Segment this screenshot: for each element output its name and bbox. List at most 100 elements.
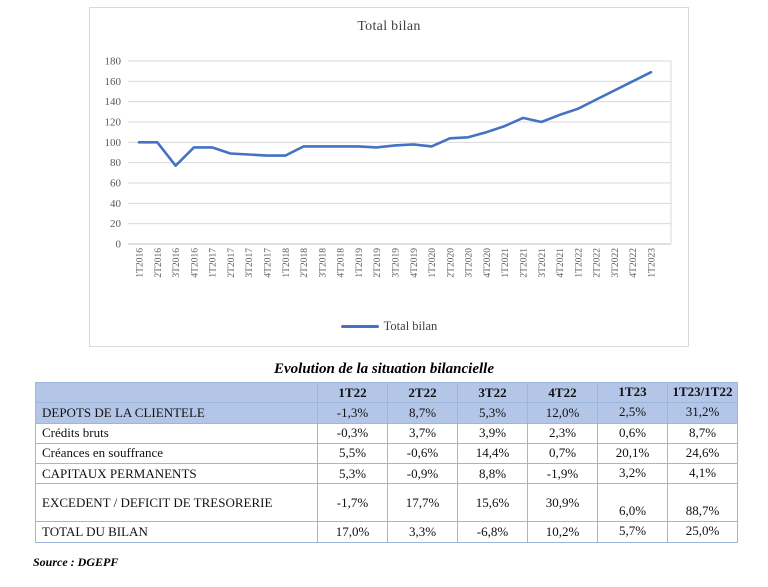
svg-text:1T2019: 1T2019 (355, 248, 365, 278)
row-value: 15,6% (457, 483, 528, 523)
row-value: 3,7% (387, 422, 458, 444)
row-value: 6,0% (597, 483, 668, 523)
svg-text:1T2021: 1T2021 (501, 248, 511, 278)
table-body: DEPOTS DE LA CLIENTELE -1,3% 8,7% 5,3% 12,0%… (35, 402, 738, 543)
svg-text:1T2018: 1T2018 (282, 248, 292, 278)
row-value: -6,8% (457, 521, 528, 543)
row-value: -1,3% (317, 402, 388, 424)
table-header: 1T22 2T22 3T22 4T22 1T23 1T23/1T22 (35, 381, 738, 404)
svg-text:2T2018: 2T2018 (300, 248, 310, 278)
row-value: 0,6% (597, 422, 668, 444)
svg-text:2T2016: 2T2016 (154, 248, 164, 278)
chart-title: Total bilan (357, 19, 421, 34)
header-cell-empty (35, 381, 318, 404)
row-value: 14,4% (457, 442, 528, 465)
header-cell: 1T23 (597, 381, 668, 404)
row-value: 2,3% (527, 422, 598, 444)
svg-text:2T2017: 2T2017 (227, 248, 237, 278)
row-value: 3,2% (597, 462, 668, 485)
chart-legend: Total bilan (90, 318, 688, 334)
source-note: Source : DGEPF (33, 555, 119, 569)
row-value: 12,0% (527, 402, 598, 424)
svg-text:4T2022: 4T2022 (629, 248, 639, 278)
row-value: 88,7% (667, 483, 738, 523)
header-cell: 3T22 (457, 381, 528, 404)
row-value: 5,3% (457, 402, 528, 424)
row-value: 3,3% (387, 521, 458, 543)
table-row: DEPOTS DE LA CLIENTELE -1,3% 8,7% 5,3% 12,0%… (35, 402, 738, 424)
row-value: 8,8% (457, 462, 528, 485)
svg-text:2T2021: 2T2021 (520, 248, 530, 278)
svg-text:60: 60 (110, 178, 122, 190)
header-cell: 4T22 (527, 381, 598, 404)
svg-text:160: 160 (105, 76, 122, 88)
row-value: 5,7% (597, 521, 668, 543)
row-value: 30,9% (527, 483, 598, 523)
svg-text:1T2016: 1T2016 (136, 248, 146, 278)
table-row: TOTAL DU BILAN 17,0% 3,3% -6,8% 10,2% 5,7% 25,… (35, 521, 738, 543)
row-value: 0,7% (527, 442, 598, 465)
legend-label: Total bilan (383, 318, 438, 333)
header-cell: 1T23/1T22 (667, 381, 738, 404)
row-label: Créances en souffrance (35, 442, 318, 465)
row-value: -1,7% (317, 483, 388, 523)
svg-text:3T2022: 3T2022 (611, 248, 621, 278)
row-value: 8,7% (387, 402, 458, 424)
svg-text:140: 140 (105, 96, 122, 108)
svg-text:20: 20 (110, 218, 122, 230)
balance-evolution-table: 1T22 2T22 3T22 4T22 1T23 1T23/1T22 DEPOTS DE … (35, 381, 738, 543)
svg-text:1T2020: 1T2020 (428, 248, 438, 278)
header-cell: 1T22 (317, 381, 388, 404)
row-value: -0,9% (387, 462, 458, 485)
svg-text:4T2020: 4T2020 (483, 248, 493, 278)
row-value: 4,1% (667, 462, 738, 485)
svg-text:2T2020: 2T2020 (446, 248, 456, 278)
row-value: 3,9% (457, 422, 528, 444)
svg-text:180: 180 (105, 56, 122, 68)
svg-text:2T2022: 2T2022 (593, 248, 603, 278)
table-row: EXCEDENT / DEFICIT DE TRESORERIE -1,7% 17,… (35, 483, 738, 523)
row-value: -1,9% (527, 462, 598, 485)
table-row: Crédits bruts -0,3% 3,7% 3,9% 2,3% 0,6% 8,7% (35, 422, 738, 444)
row-value: 10,2% (527, 521, 598, 543)
row-label: CAPITAUX PERMANENTS (35, 462, 318, 485)
row-label: TOTAL DU BILAN (35, 521, 318, 543)
svg-text:3T2017: 3T2017 (245, 248, 255, 278)
row-value: 25,0% (667, 521, 738, 543)
svg-text:1T2017: 1T2017 (209, 248, 219, 278)
legend-line-icon (340, 324, 379, 328)
row-value: 5,5% (317, 442, 388, 465)
line-chart-canvas: 0 20 40 60 80 100 120 140 160 180 1T2016 2T2016 3T20… (105, 56, 672, 278)
row-value: -0,3% (317, 422, 388, 444)
row-value: 8,7% (667, 422, 738, 444)
svg-text:3T2019: 3T2019 (392, 248, 402, 278)
row-value: 2,5% (597, 402, 668, 424)
table-title: Evolution de la situation bilancielle (273, 361, 495, 377)
svg-text:120: 120 (105, 117, 122, 129)
table-row: CAPITAUX PERMANENTS 5,3% -0,9% 8,8% -1,9% 3,2… (35, 462, 738, 485)
row-value: -0,6% (387, 442, 458, 465)
row-label: Crédits bruts (35, 422, 318, 444)
svg-text:1T2022: 1T2022 (574, 248, 584, 278)
svg-text:3T2016: 3T2016 (172, 248, 182, 278)
row-value: 17,7% (387, 483, 458, 523)
svg-text:80: 80 (110, 157, 122, 169)
row-value: 20,1% (597, 442, 668, 465)
row-value: 5,3% (317, 462, 388, 485)
svg-text:40: 40 (110, 198, 122, 210)
row-label: DEPOTS DE LA CLIENTELE (35, 402, 318, 424)
svg-text:100: 100 (105, 137, 122, 149)
row-value: 17,0% (317, 521, 388, 543)
svg-text:4T2016: 4T2016 (190, 248, 200, 278)
row-value: 24,6% (667, 442, 738, 465)
svg-text:4T2019: 4T2019 (410, 248, 420, 278)
table-header-row: 1T22 2T22 3T22 4T22 1T23 1T23/1T22 (35, 381, 738, 404)
total-bilan-chart: 0 20 40 60 80 100 120 140 160 180 1T2016 2T2016 3T20… (89, 7, 689, 347)
svg-text:3T2021: 3T2021 (538, 248, 548, 278)
svg-text:3T2018: 3T2018 (318, 248, 328, 278)
row-value: 31,2% (667, 402, 738, 424)
svg-text:2T2019: 2T2019 (373, 248, 383, 278)
svg-text:4T2018: 4T2018 (337, 248, 347, 278)
row-label: EXCEDENT / DEFICIT DE TRESORERIE (35, 483, 318, 523)
